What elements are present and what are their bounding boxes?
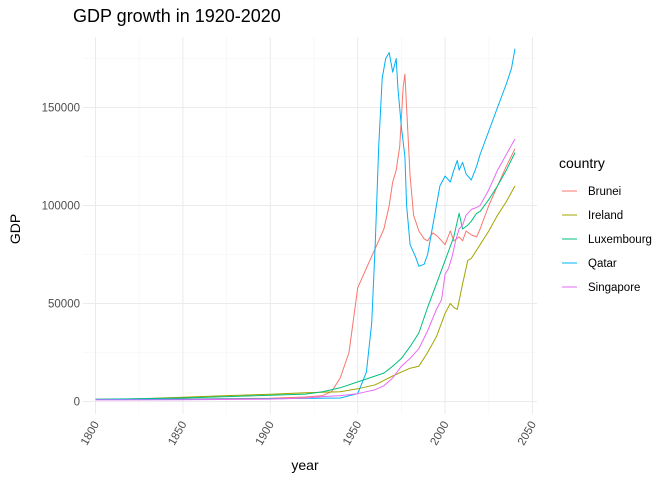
y-axis-title: GDP <box>7 214 23 244</box>
y-tick-label: 150000 <box>42 103 80 115</box>
y-tick-label: 50000 <box>48 299 80 311</box>
series-line-singapore <box>95 138 516 401</box>
y-tick-label: 0 <box>74 397 80 409</box>
y-axis-ticks: 0 50000 100000 150000 <box>42 103 80 409</box>
legend: country Brunei Ireland Luxembourg Qatar Sing… <box>559 155 652 294</box>
x-tick-label: 1800 <box>79 420 102 448</box>
y-tick-label: 100000 <box>42 201 80 213</box>
chart-title: GDP growth in 1920-2020 <box>73 6 281 26</box>
x-tick-label: 1950 <box>341 420 364 448</box>
series-layer <box>95 48 516 401</box>
series-line-luxembourg <box>95 152 516 400</box>
series-line-ireland <box>95 185 516 400</box>
plot-grid <box>83 37 537 414</box>
legend-label-ireland: Ireland <box>588 210 623 222</box>
x-tick-label: 1850 <box>166 420 189 448</box>
x-axis-title: year <box>291 457 319 473</box>
x-tick-label: 1900 <box>254 420 277 448</box>
legend-label-brunei: Brunei <box>588 186 621 198</box>
x-tick-label: 2050 <box>516 420 539 448</box>
x-axis-ticks: 1800 1850 1900 1950 2000 2050 <box>79 420 539 448</box>
legend-title: country <box>559 155 605 171</box>
legend-label-singapore: Singapore <box>588 282 640 294</box>
legend-label-luxembourg: Luxembourg <box>588 234 652 246</box>
series-line-brunei <box>95 73 516 400</box>
x-tick-label: 2000 <box>429 420 452 448</box>
legend-label-qatar: Qatar <box>588 258 617 270</box>
series-line-qatar <box>95 48 516 400</box>
